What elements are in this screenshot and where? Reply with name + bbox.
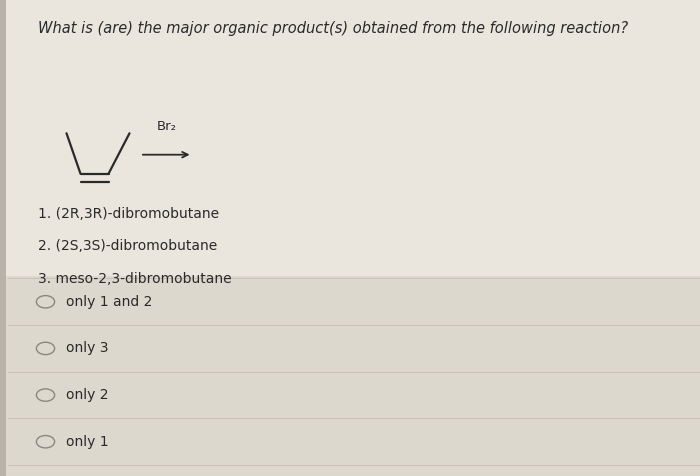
Bar <box>0 276 700 476</box>
Text: What is (are) the major organic product(s) obtained from the following reaction?: What is (are) the major organic product(… <box>38 21 629 37</box>
Text: only 1: only 1 <box>66 435 109 449</box>
Text: 3. meso-2,3-dibromobutane: 3. meso-2,3-dibromobutane <box>38 272 232 286</box>
Bar <box>0 0 700 276</box>
Text: only 2: only 2 <box>66 388 109 402</box>
Text: Br₂: Br₂ <box>156 120 176 133</box>
Text: only 3: only 3 <box>66 341 109 356</box>
Text: only 1 and 2: only 1 and 2 <box>66 295 153 309</box>
Text: 2. (2S,3S)-dibromobutane: 2. (2S,3S)-dibromobutane <box>38 239 218 253</box>
Text: 1. (2R,3R)-dibromobutane: 1. (2R,3R)-dibromobutane <box>38 207 220 221</box>
Bar <box>0 0 6 476</box>
